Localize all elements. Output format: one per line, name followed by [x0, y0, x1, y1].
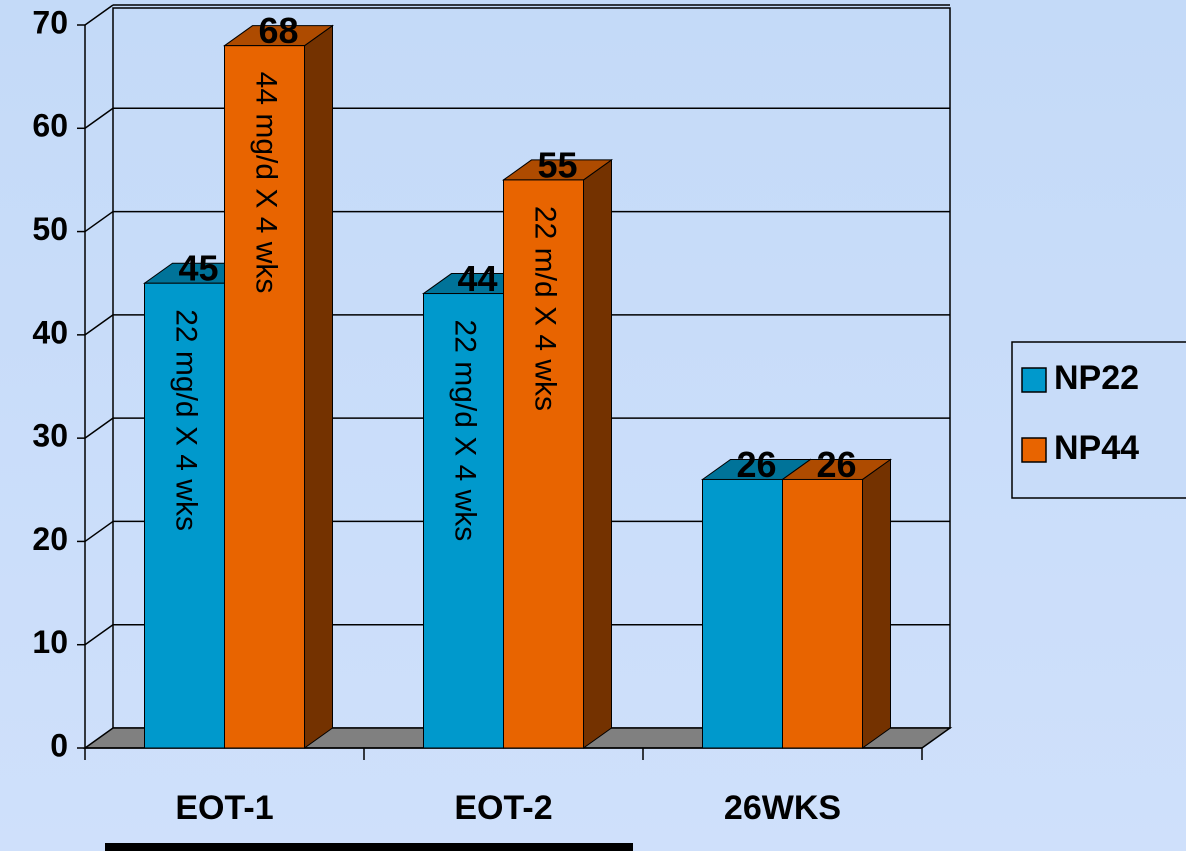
- underline-bar: [105, 843, 633, 851]
- grid-line: [84, 624, 114, 646]
- y-tick-label: 40: [32, 314, 68, 350]
- legend-label: NP44: [1054, 429, 1139, 467]
- bar-side: [583, 158, 612, 749]
- value-label: 45: [178, 248, 218, 289]
- y-tick-label: 20: [32, 521, 68, 557]
- bar-annotation: 22 m/d X 4 wks: [529, 206, 562, 411]
- y-tick-label: 60: [32, 108, 68, 144]
- bar-side: [304, 24, 333, 749]
- x-tick-label: 26WKS: [724, 789, 841, 827]
- value-label: 55: [537, 144, 577, 185]
- legend-swatch: [1021, 367, 1047, 393]
- x-tick-label: EOT-2: [454, 789, 552, 827]
- y-tick-label: 70: [32, 4, 68, 40]
- grid-line: [84, 417, 114, 439]
- bar: [702, 478, 783, 749]
- y-tick-label: 10: [32, 624, 68, 660]
- value-label: 26: [816, 444, 856, 485]
- bar: [782, 478, 863, 749]
- bar-annotation: 44 mg/d X 4 wks: [250, 72, 283, 294]
- value-label: 26: [736, 444, 776, 485]
- grid-line: [84, 210, 114, 233]
- bar-side: [862, 458, 891, 749]
- legend-swatch: [1021, 437, 1047, 463]
- value-label: 68: [258, 10, 298, 51]
- bar-annotation: 22 mg/d X 4 wks: [449, 320, 482, 542]
- y-tick-label: 50: [32, 211, 68, 247]
- bar: [224, 45, 305, 749]
- bar-annotation: 22 mg/d X 4 wks: [170, 309, 203, 531]
- y-tick-label: 0: [50, 727, 68, 763]
- grid-line: [84, 314, 114, 336]
- x-tick-label: EOT-1: [175, 789, 273, 827]
- bar: [503, 179, 584, 749]
- grid-line: [84, 520, 114, 543]
- bar: [144, 282, 225, 749]
- legend-label: NP22: [1054, 359, 1139, 397]
- grid-line: [84, 107, 114, 129]
- bar: [423, 293, 504, 749]
- value-label: 44: [457, 258, 497, 299]
- y-tick-label: 30: [32, 418, 68, 454]
- grid-line: [84, 4, 114, 26]
